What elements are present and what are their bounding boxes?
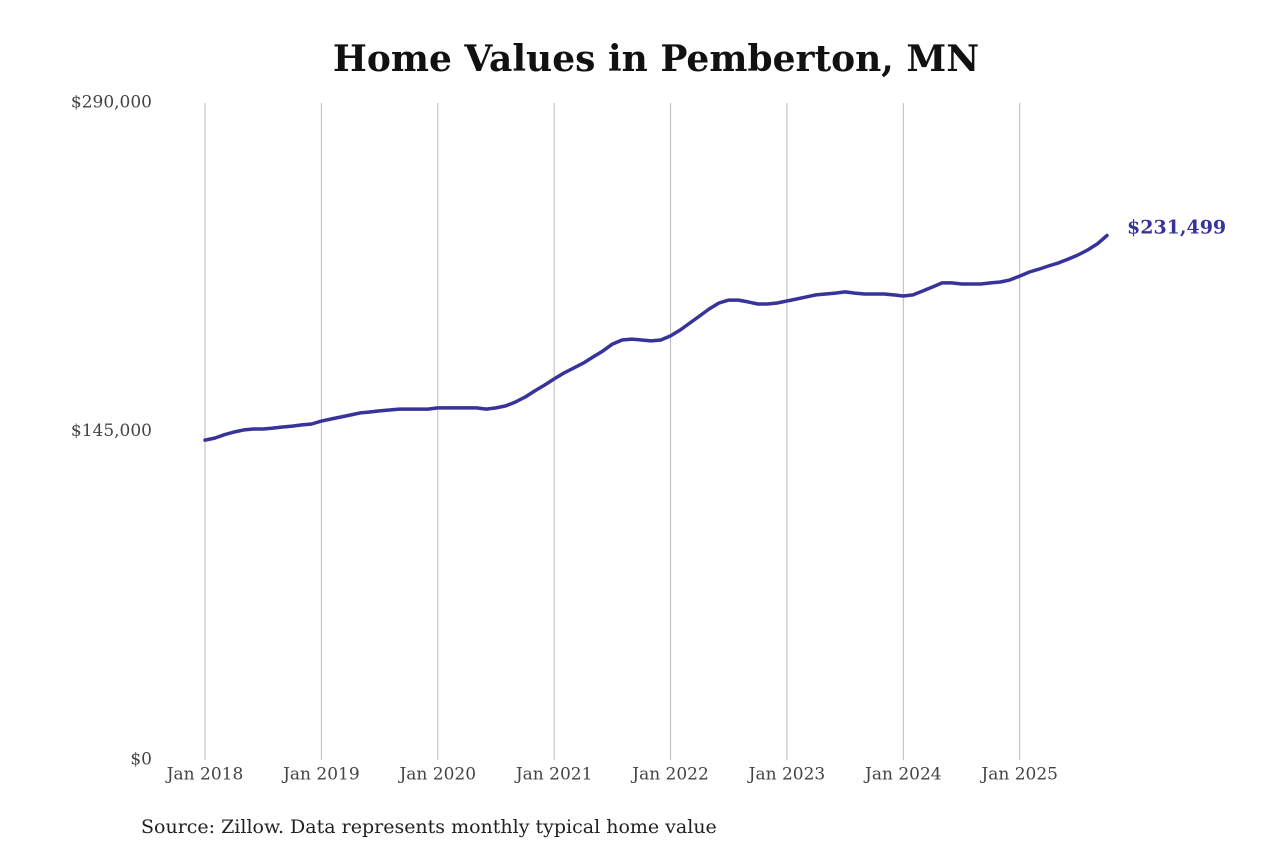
x-tick-label: Jan 2018 — [165, 765, 244, 785]
x-tick-label: Jan 2021 — [514, 765, 593, 785]
x-tick-label: Jan 2025 — [979, 765, 1058, 785]
x-tick-label: Jan 2022 — [630, 765, 709, 785]
y-tick-label: $0 — [130, 750, 152, 770]
y-tick-label: $290,000 — [71, 93, 152, 113]
y-tick-label: $145,000 — [71, 421, 152, 441]
chart-title: Home Values in Pemberton, MN — [333, 38, 979, 80]
x-tick-label: Jan 2020 — [397, 765, 476, 785]
x-tick-label: Jan 2019 — [281, 765, 360, 785]
series-line — [203, 233, 1109, 442]
source-note: Source: Zillow. Data represents monthly … — [141, 816, 717, 838]
x-tick-label: Jan 2024 — [863, 765, 942, 785]
end-value-label: $231,499 — [1127, 217, 1226, 239]
x-tick-label: Jan 2023 — [747, 765, 826, 785]
